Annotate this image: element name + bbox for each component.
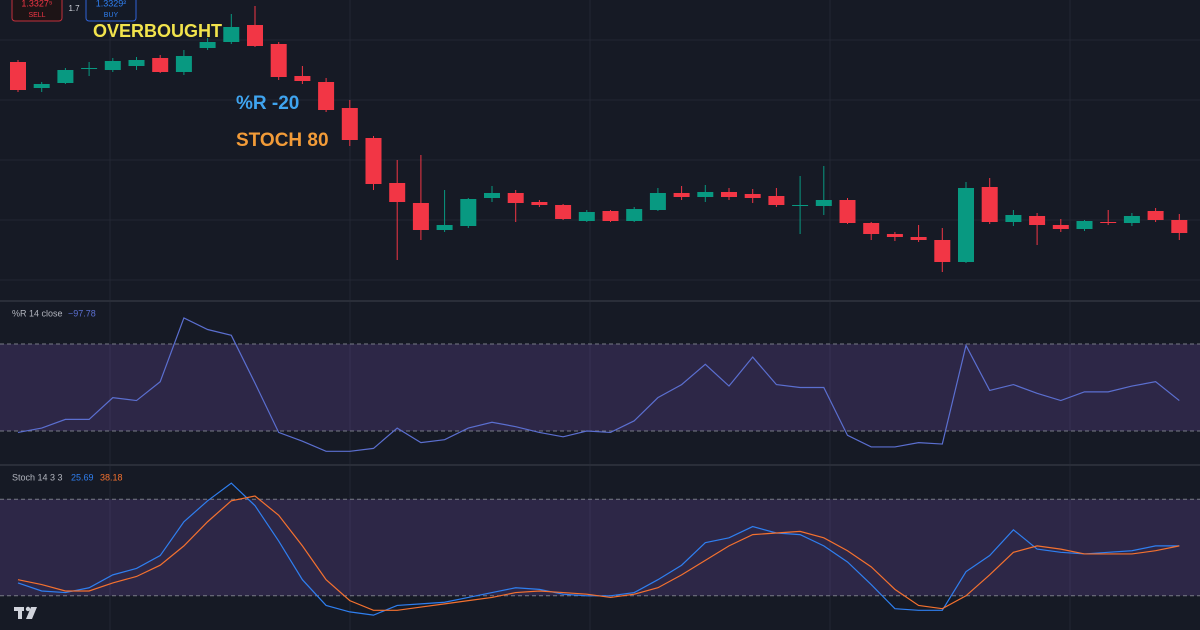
candle-body — [507, 193, 524, 203]
candle-body — [1100, 222, 1117, 223]
candle-body — [389, 183, 406, 202]
candle-body — [1147, 211, 1164, 220]
indicator-line — [17, 317, 1180, 452]
indicator-title: %R 14 close — [12, 308, 63, 318]
indicator-line — [17, 495, 1180, 611]
candle-body — [33, 84, 50, 88]
candle-body — [294, 76, 311, 81]
buy-label: BUY — [104, 12, 119, 19]
candle-body — [744, 194, 761, 198]
candle-body — [81, 68, 98, 69]
candle-body — [436, 225, 453, 230]
candle-body — [792, 205, 809, 206]
candle-body — [1052, 225, 1069, 229]
candle-body — [626, 209, 643, 221]
candle-body — [768, 196, 785, 205]
candle-body — [697, 192, 714, 197]
candle-body — [1123, 216, 1140, 223]
candle-body — [484, 193, 500, 198]
candle-body — [1171, 220, 1188, 233]
indicator-value: 38.18 — [100, 472, 123, 482]
candle-body — [104, 61, 121, 70]
candle-body — [318, 82, 335, 110]
candle-body — [1029, 216, 1046, 225]
candle-body — [365, 138, 382, 184]
candle-body — [199, 42, 216, 48]
candle-body — [223, 27, 240, 42]
candle-body — [128, 60, 145, 66]
buy-button[interactable] — [85, 0, 137, 22]
candle-body — [958, 188, 974, 262]
candle-body — [270, 44, 287, 77]
candle-body — [10, 62, 26, 90]
candle-body — [673, 193, 690, 197]
indicator-title: Stoch 14 3 3 — [12, 472, 63, 482]
logo-part — [18, 607, 22, 619]
candle-body — [1005, 215, 1022, 222]
candle-body — [247, 25, 263, 46]
candle-body — [152, 58, 169, 72]
spread: 1.7 — [68, 4, 80, 13]
logo — [14, 606, 37, 619]
candle-body — [578, 212, 595, 221]
candle-body — [815, 200, 832, 206]
plot — [0, 6, 1200, 616]
candle-body — [1076, 221, 1093, 229]
annotation: %R -20 — [236, 93, 299, 114]
candle-body — [839, 200, 856, 223]
buy-price: 1.3329² — [96, 0, 127, 8]
indicator-value: 25.69 — [71, 472, 94, 482]
annotation: OVERBOUGHT — [93, 21, 222, 41]
sell-button[interactable] — [11, 0, 63, 22]
candle-body — [341, 108, 358, 140]
band — [0, 499, 1200, 596]
logo-part — [25, 606, 31, 612]
annotation: STOCH 80 — [236, 130, 329, 151]
candle-body — [910, 237, 927, 240]
sell-price: 1.3327⁵ — [21, 0, 53, 8]
candle-body — [886, 234, 903, 237]
candle-body — [531, 202, 548, 205]
candle-body — [981, 187, 998, 222]
sell-label: SELL — [28, 12, 45, 19]
candle-body — [863, 223, 880, 234]
candle-body — [649, 193, 666, 210]
logo-part — [26, 607, 37, 619]
candle-body — [721, 192, 737, 197]
candle-body — [175, 56, 192, 72]
candle-body — [460, 199, 477, 226]
candle-body — [412, 203, 429, 230]
candle-body — [57, 70, 74, 83]
candle-body — [602, 211, 619, 221]
candle-body — [555, 205, 572, 219]
candle-body — [934, 240, 951, 262]
indicator-value: −97.78 — [68, 308, 96, 318]
